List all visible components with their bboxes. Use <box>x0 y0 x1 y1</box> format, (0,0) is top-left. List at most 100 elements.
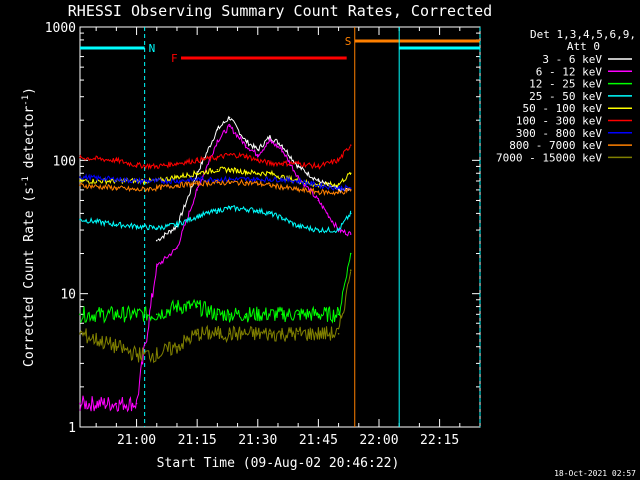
data-point <box>216 333 219 335</box>
data-point <box>115 313 118 316</box>
data-point <box>244 208 247 211</box>
data-point <box>79 156 81 159</box>
data-point <box>115 223 118 226</box>
data-point <box>317 184 320 187</box>
data-point <box>317 180 320 182</box>
data-point <box>228 125 231 128</box>
legend-entry: 300 - 800 keV <box>516 127 602 140</box>
data-point <box>281 313 283 316</box>
data-point <box>337 313 340 316</box>
data-point <box>155 227 158 229</box>
data-point <box>155 239 158 242</box>
data-point <box>135 353 138 356</box>
data-point <box>256 172 259 175</box>
data-point <box>228 178 231 181</box>
y-tick-label: 1000 <box>45 21 76 36</box>
data-point <box>269 172 271 175</box>
data-point <box>281 186 283 188</box>
data-point <box>269 162 271 165</box>
data-point <box>297 180 299 182</box>
data-point <box>79 176 81 178</box>
data-point <box>228 313 231 316</box>
flag-label: S <box>345 35 352 48</box>
series-line <box>79 205 352 234</box>
data-point <box>79 218 81 221</box>
data-point <box>337 183 340 186</box>
data-point <box>349 233 352 235</box>
data-point <box>269 136 271 138</box>
data-point <box>297 313 299 316</box>
data-point <box>281 148 283 151</box>
data-point <box>269 313 271 316</box>
x-axis-label: Start Time (09-Aug-02 20:46:22) <box>157 456 400 471</box>
data-point <box>244 171 247 173</box>
data-point <box>349 252 352 255</box>
data-point <box>216 128 219 131</box>
data-point <box>269 178 271 181</box>
data-point <box>176 247 178 249</box>
data-point <box>337 159 340 162</box>
data-point <box>196 189 198 191</box>
data-point <box>176 180 178 182</box>
data-point <box>244 333 247 335</box>
timestamp-label: 18-Oct-2021 02:57 <box>554 469 636 478</box>
data-point <box>317 165 320 168</box>
data-point <box>216 156 219 159</box>
data-point <box>349 187 352 189</box>
data-point <box>297 189 299 191</box>
data-point <box>256 154 259 156</box>
data-point <box>337 189 340 191</box>
flag-label: F <box>171 52 178 65</box>
data-point <box>349 212 352 215</box>
data-point <box>337 229 340 231</box>
data-point <box>115 159 118 162</box>
data-point <box>228 207 231 209</box>
data-point <box>135 402 138 405</box>
data-point <box>281 333 283 335</box>
data-point <box>256 182 259 185</box>
data-point <box>135 313 138 316</box>
data-point <box>281 178 283 181</box>
data-point <box>244 178 247 181</box>
legend-entry: 7000 - 15000 keV <box>496 151 602 164</box>
data-point <box>196 215 198 218</box>
data-point <box>281 144 283 146</box>
data-point <box>317 229 320 231</box>
data-point <box>176 345 178 348</box>
data-point <box>256 313 259 316</box>
data-point <box>244 181 247 184</box>
data-point <box>349 189 352 191</box>
data-point <box>256 148 259 151</box>
data-point <box>228 181 231 184</box>
data-point <box>317 333 320 335</box>
data-point <box>297 333 299 335</box>
data-point <box>216 178 219 181</box>
data-point <box>196 182 198 185</box>
data-point <box>176 176 178 178</box>
data-point <box>216 140 219 142</box>
legend-entry: 100 - 300 keV <box>516 115 602 128</box>
series-line <box>79 173 352 192</box>
data-point <box>244 155 247 157</box>
data-point <box>216 313 219 316</box>
series-line <box>79 178 352 197</box>
data-point <box>79 313 81 316</box>
chart-title: RHESSI Observing Summary Count Rates, Co… <box>68 2 492 20</box>
data-point <box>135 189 138 191</box>
data-point <box>281 176 283 178</box>
y-tick-label: 10 <box>60 288 76 303</box>
data-point <box>79 184 81 187</box>
data-point <box>79 402 81 405</box>
x-tick-label: 22:00 <box>359 433 398 448</box>
data-point <box>155 180 158 182</box>
data-point <box>349 172 352 175</box>
data-point <box>256 209 259 212</box>
data-point <box>196 305 198 308</box>
x-tick-label: 22:15 <box>420 433 459 448</box>
x-tick-label: 21:15 <box>178 433 217 448</box>
flag-label: N <box>149 42 156 55</box>
data-point <box>155 353 158 356</box>
y-axis-label: Corrected Count Rate (s-1 detector-1) <box>21 87 37 367</box>
legend-header: Det 1,3,4,5,6,9, <box>530 28 636 41</box>
